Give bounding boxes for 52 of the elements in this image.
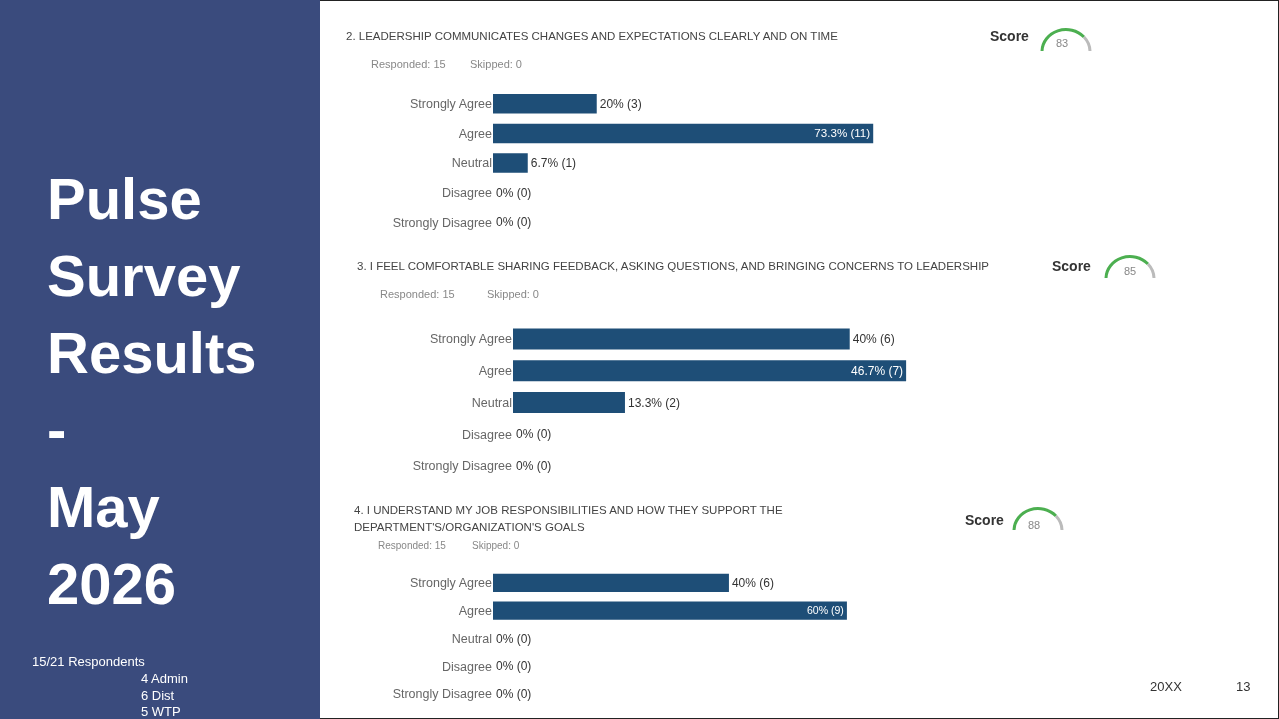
text: 85 xyxy=(1124,265,1137,277)
chart-title: 2. LEADERSHIP COMMUNICATES CHANGES AND EXPECTATIONS CLEARLY AND ON TIME xyxy=(346,29,839,44)
text: Score xyxy=(1052,258,1091,274)
y-tick-label: Strongly Disagree xyxy=(392,687,493,702)
y-tick-label: Strongly Agree xyxy=(410,97,493,112)
y-tick-label: Disagree xyxy=(461,427,513,442)
data-label: 0% (0) xyxy=(516,427,552,442)
data-label: 0% (0) xyxy=(516,459,552,474)
text: 15/21 Respondents xyxy=(32,654,145,669)
data-label: 0% (0) xyxy=(496,659,532,674)
text: Skipped: 0 xyxy=(470,58,522,70)
text: Responded: 15 xyxy=(371,58,446,70)
y-tick-label: Neutral xyxy=(451,631,492,646)
y-tick-label: Strongly Disagree xyxy=(412,459,513,474)
y-tick-label: Agree xyxy=(458,126,493,141)
text: Skipped: 0 xyxy=(487,288,539,300)
data-label: 40% (6) xyxy=(731,575,774,590)
text: 20XX xyxy=(1150,679,1182,694)
data-label: 6.7% (1) xyxy=(530,156,577,170)
text: 5 WTP xyxy=(141,704,181,719)
y-tick-label: Strongly Agree xyxy=(410,576,493,591)
data-label: 0% (0) xyxy=(496,215,532,230)
text: Score xyxy=(965,512,1004,528)
y-tick-label: Disagree xyxy=(441,185,493,200)
chart-title: 3. I FEEL COMFORTABLE SHARING FEEDBACK, ASKING QUESTIONS, AND BRINGING CONCERNS TO LEADERSHIP xyxy=(357,260,989,272)
y-tick-label: Disagree xyxy=(441,659,493,674)
text: Responded: 15 xyxy=(378,540,446,551)
text: Responded: 15 xyxy=(380,288,455,300)
data-label: 0% (0) xyxy=(496,185,532,200)
y-tick-label: Strongly Disagree xyxy=(392,215,493,230)
y-tick-label: Neutral xyxy=(451,156,492,171)
text: 88 xyxy=(1028,519,1041,531)
y-tick-label: Agree xyxy=(458,604,493,619)
text: Pulse Survey Results - May 2026 xyxy=(47,165,258,618)
chart-title: 4. I UNDERSTAND MY JOB RESPONSIBILITIES AND HOW THEY SUPPORT THE DEPARTMENT'S/ORGANIZATION'S GOALS xyxy=(354,503,784,535)
text: 4 Admin xyxy=(141,671,188,686)
y-tick-label: Strongly Agree xyxy=(430,332,513,347)
data-label: 60% (9) xyxy=(806,604,844,617)
text: Skipped: 0 xyxy=(472,540,520,551)
data-label: 0% (0) xyxy=(496,631,532,646)
y-tick-label: Neutral xyxy=(471,395,512,410)
data-label: 13.3% (2) xyxy=(627,395,680,410)
data-label: 20% (3) xyxy=(599,96,642,111)
text: Score xyxy=(990,28,1029,44)
data-label: 40% (6) xyxy=(852,331,895,346)
data-label: 0% (0) xyxy=(496,687,532,702)
text: 6 Dist xyxy=(141,688,175,703)
data-label: 46.7% (7) xyxy=(851,363,904,378)
y-tick-label: Agree xyxy=(478,364,513,379)
text: 83 xyxy=(1056,37,1069,49)
data-label: 73.3% (11) xyxy=(814,126,871,140)
text: 13 xyxy=(1236,679,1251,694)
